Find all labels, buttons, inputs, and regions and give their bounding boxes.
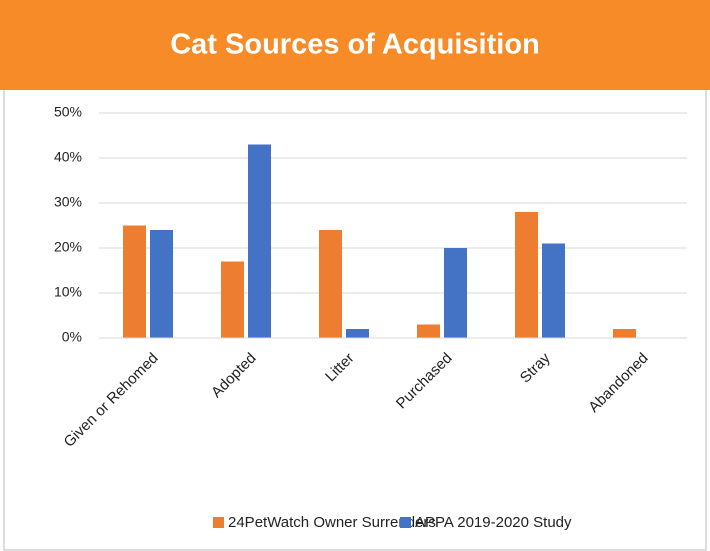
bar	[444, 248, 467, 338]
bar	[123, 225, 146, 338]
bar	[248, 144, 271, 338]
legend-label: APPA 2019-2020 Study	[415, 514, 572, 531]
y-tick-label: 20%	[54, 239, 82, 255]
bar	[150, 230, 173, 338]
bar	[346, 329, 369, 338]
bar	[542, 243, 565, 338]
bar	[613, 329, 636, 338]
y-tick-label: 50%	[54, 104, 82, 120]
title-banner	[0, 0, 710, 90]
bar	[319, 230, 342, 338]
y-tick-label: 0%	[62, 329, 82, 345]
y-tick-label: 10%	[54, 284, 82, 300]
chart-frame	[3, 85, 707, 551]
bar	[417, 324, 440, 338]
legend-swatch	[400, 517, 411, 528]
bar	[515, 212, 538, 338]
legend-label: 24PetWatch Owner Surrenders	[228, 514, 436, 531]
y-tick-label: 40%	[54, 149, 82, 165]
bar	[221, 261, 244, 338]
legend-swatch	[213, 517, 224, 528]
y-tick-label: 30%	[54, 194, 82, 210]
chart-title: Cat Sources of Acquisition	[170, 29, 540, 61]
